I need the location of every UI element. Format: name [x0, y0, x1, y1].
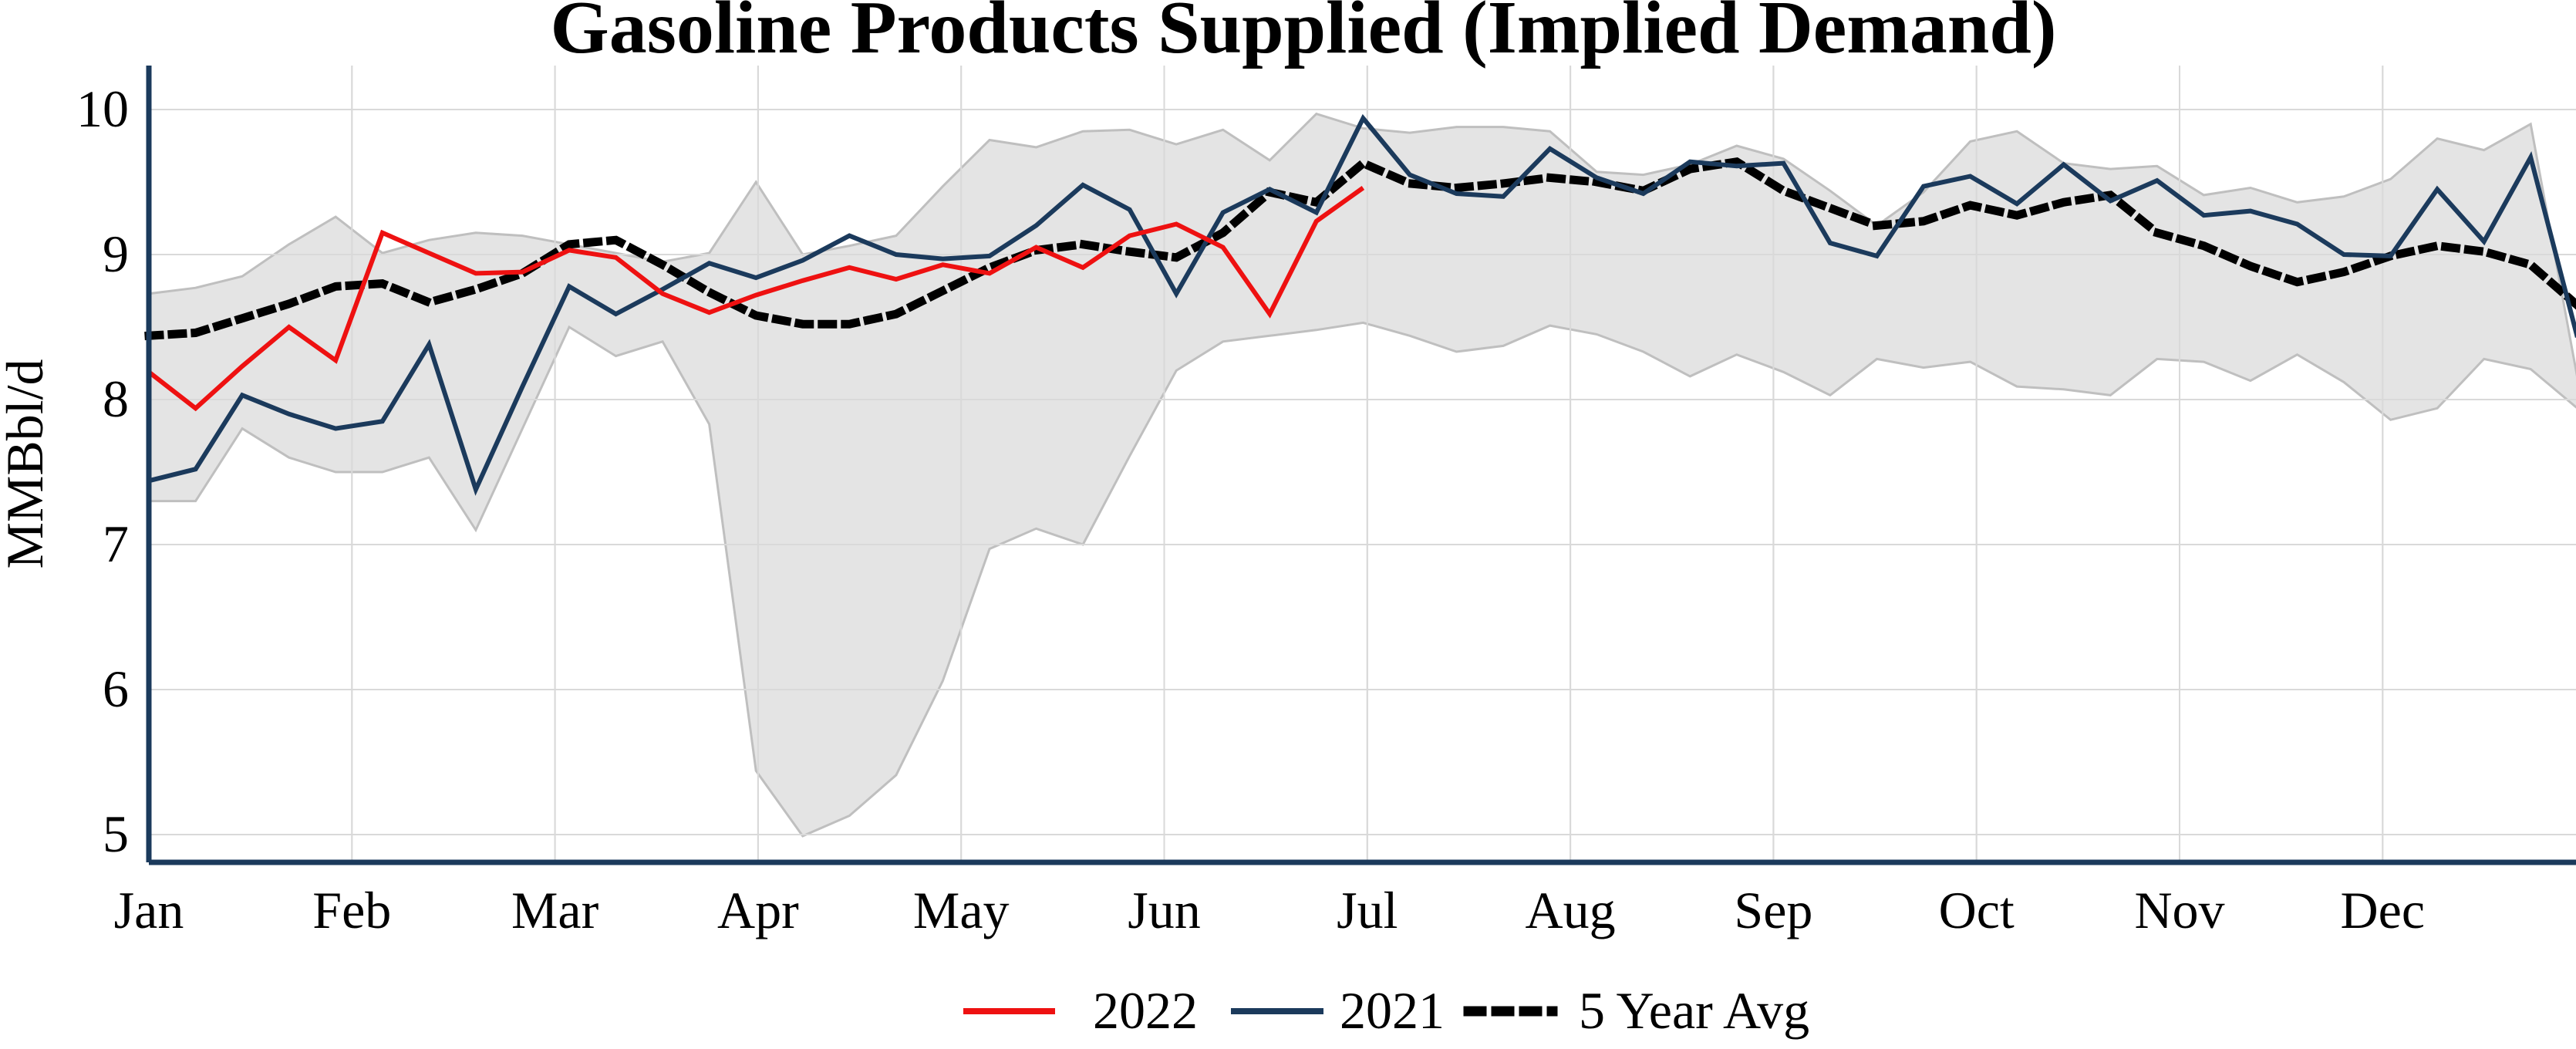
- svg-text:Dec: Dec: [2341, 881, 2425, 939]
- svg-text:8: 8: [103, 369, 129, 428]
- svg-text:Mar: Mar: [511, 881, 599, 939]
- svg-text:10: 10: [76, 79, 129, 138]
- svg-text:Apr: Apr: [717, 881, 799, 939]
- svg-text:Jun: Jun: [1128, 881, 1200, 939]
- svg-text:Nov: Nov: [2134, 881, 2224, 939]
- svg-text:Sep: Sep: [1734, 881, 1812, 939]
- svg-text:7: 7: [103, 514, 129, 573]
- svg-text:MMBbl/d: MMBbl/d: [0, 359, 54, 568]
- svg-text:2021: 2021: [1340, 981, 1445, 1040]
- svg-text:Aug: Aug: [1526, 881, 1616, 939]
- svg-text:6: 6: [103, 659, 129, 718]
- svg-text:5: 5: [103, 804, 129, 863]
- svg-text:2022: 2022: [1093, 981, 1198, 1040]
- svg-text:Oct: Oct: [1939, 881, 2015, 939]
- svg-text:5 Year Avg: 5 Year Avg: [1579, 981, 1809, 1040]
- svg-text:Jul: Jul: [1337, 881, 1398, 939]
- svg-text:Feb: Feb: [312, 881, 391, 939]
- svg-text:Jan: Jan: [114, 881, 184, 939]
- svg-text:May: May: [913, 881, 1010, 939]
- svg-text:9: 9: [103, 224, 129, 283]
